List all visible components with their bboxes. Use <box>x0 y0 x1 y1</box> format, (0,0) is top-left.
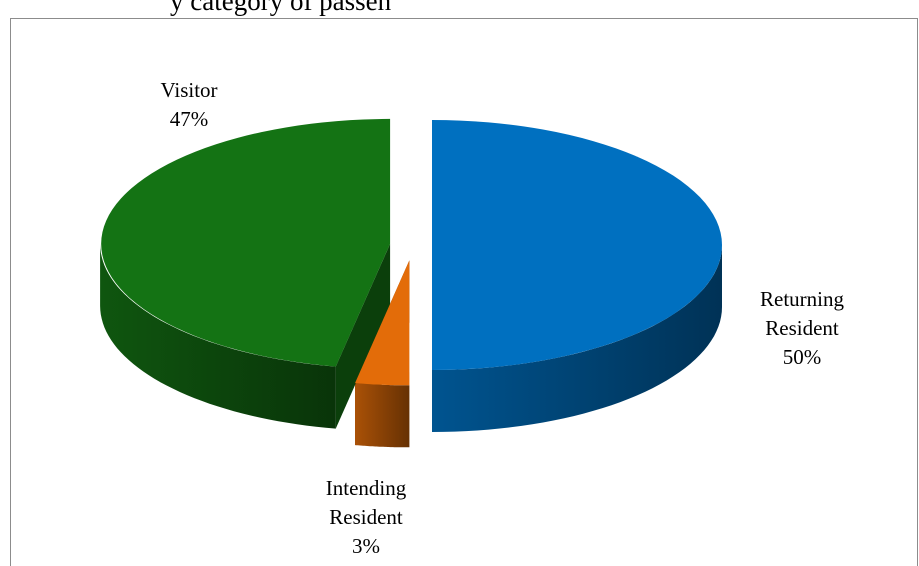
slice-percent-label: 3% <box>352 534 380 558</box>
slice-name-label: Visitor <box>160 78 217 102</box>
slice-side-returning-resident <box>432 245 722 432</box>
slice-percent-label: 50% <box>783 345 822 369</box>
slice-label-visitor: Visitor 47% <box>160 78 217 131</box>
slice-cut-face <box>335 243 391 429</box>
slice-side-intending-resident <box>355 383 410 448</box>
slice-intending-resident <box>355 260 410 386</box>
slice-name-label: Intending <box>326 476 407 500</box>
slice-name-label: Resident <box>765 316 839 340</box>
chart-title: y category of passen <box>170 0 392 16</box>
slice-visitor <box>101 118 391 367</box>
slice-label-returning-resident: Returning Resident 50% <box>760 287 844 369</box>
slice-returning-resident <box>432 120 722 370</box>
chart-border <box>10 18 918 566</box>
slice-side-visitor <box>100 243 336 429</box>
slice-percent-label: 47% <box>170 107 209 131</box>
slice-name-label: Resident <box>329 505 403 529</box>
slice-name-label: Returning <box>760 287 844 311</box>
slice-label-intending-resident: Intending Resident 3% <box>326 476 407 558</box>
